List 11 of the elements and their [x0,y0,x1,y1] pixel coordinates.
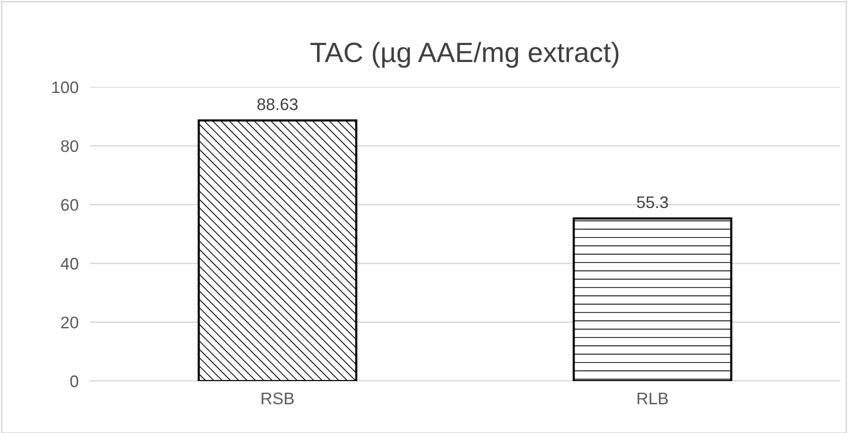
x-tick-label: RLB [638,392,668,404]
data-label: 55.3 [636,196,668,208]
y-tick-label: 80 [61,140,78,152]
y-tick-label: 60 [61,199,78,211]
chart-title: TAC (µg AAE/mg extract) [310,42,618,68]
y-tick-label: 0 [70,375,78,388]
y-tick-label: 40 [60,258,78,270]
data-label: 88.63 [257,98,298,110]
y-tick-label: 20 [61,316,78,328]
x-tick-label: RSB [262,392,294,404]
y-tick-label: 100 [52,81,78,94]
